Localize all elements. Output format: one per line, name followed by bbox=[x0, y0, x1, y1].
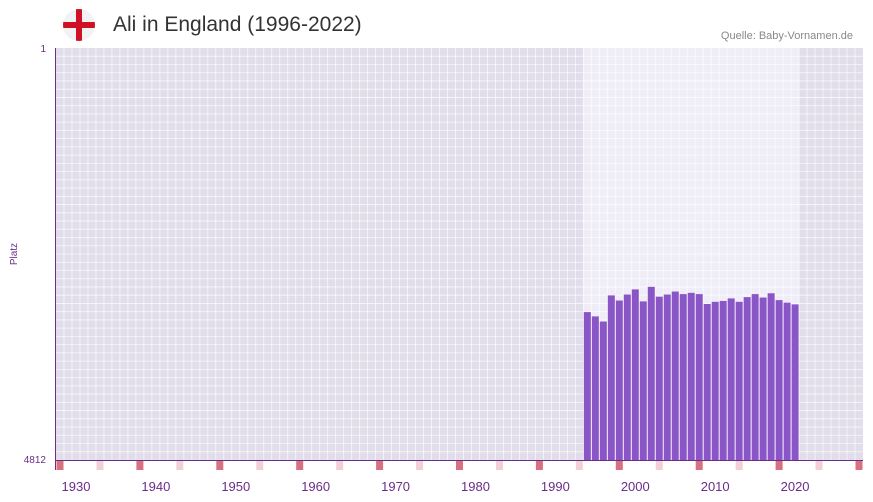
bar-2016[interactable] bbox=[759, 297, 767, 460]
bar-2018[interactable] bbox=[775, 300, 783, 460]
decade-marker-1978 bbox=[456, 461, 463, 470]
decade-marker-1948 bbox=[216, 461, 224, 470]
half-decade-marker-2003 bbox=[655, 461, 663, 470]
bar-2017[interactable] bbox=[767, 293, 775, 460]
half-decade-marker-1933 bbox=[96, 461, 104, 470]
x-tick-label-1950: 1950 bbox=[221, 479, 250, 494]
decade-marker-1958 bbox=[296, 461, 304, 470]
half-decade-marker-1983 bbox=[495, 461, 503, 470]
bar-2004[interactable] bbox=[663, 294, 671, 460]
bar-2012[interactable] bbox=[727, 298, 735, 460]
decade-marker-2028 bbox=[855, 461, 863, 470]
half-decade-marker-1963 bbox=[336, 461, 344, 470]
decade-marker-1928 bbox=[56, 461, 64, 470]
bar-2010[interactable] bbox=[711, 301, 719, 460]
england-flag-icon bbox=[63, 9, 95, 41]
bar-1997[interactable] bbox=[607, 295, 615, 460]
decade-marker-2008 bbox=[695, 461, 703, 470]
y-tick-label-1: 1 bbox=[40, 44, 46, 55]
half-decade-marker-2013 bbox=[735, 461, 743, 470]
y-tick-label-4812: 4812 bbox=[24, 455, 47, 466]
x-tick-label-1990: 1990 bbox=[541, 479, 570, 494]
half-decade-marker-2023 bbox=[815, 461, 823, 470]
bar-2006[interactable] bbox=[679, 294, 687, 460]
bar-2013[interactable] bbox=[735, 301, 743, 460]
bar-1998[interactable] bbox=[615, 300, 623, 460]
half-decade-marker-1943 bbox=[176, 461, 184, 470]
half-decade-marker-1973 bbox=[416, 461, 424, 470]
half-decade-marker-1953 bbox=[256, 461, 264, 470]
decade-marker-1988 bbox=[535, 461, 543, 470]
bar-2015[interactable] bbox=[751, 294, 759, 460]
decade-marker-1998 bbox=[615, 461, 623, 470]
chart-title: Ali in England (1996-2022) bbox=[113, 13, 362, 36]
bar-2001[interactable] bbox=[639, 301, 647, 460]
x-tick-label-1960: 1960 bbox=[301, 479, 330, 494]
x-tick-label-2010: 2010 bbox=[701, 479, 730, 494]
bar-2003[interactable] bbox=[655, 296, 663, 460]
bar-2008[interactable] bbox=[695, 294, 703, 460]
bar-1999[interactable] bbox=[623, 294, 631, 460]
x-tick-label-1980: 1980 bbox=[461, 479, 490, 494]
bar-2019[interactable] bbox=[783, 302, 791, 460]
x-tick-label-1970: 1970 bbox=[381, 479, 410, 494]
chart-header: Ali in England (1996-2022) Quelle: Baby-… bbox=[0, 0, 873, 48]
bar-2014[interactable] bbox=[743, 297, 751, 460]
bar-2000[interactable] bbox=[631, 289, 639, 460]
x-tick-label-2020: 2020 bbox=[781, 479, 810, 494]
y-axis-title: Platz bbox=[9, 243, 20, 265]
decade-marker-2018 bbox=[775, 461, 783, 470]
x-tick-label-1930: 1930 bbox=[62, 479, 91, 494]
bar-2011[interactable] bbox=[719, 300, 727, 460]
bar-2002[interactable] bbox=[647, 286, 655, 460]
bar-1996[interactable] bbox=[599, 321, 607, 460]
bar-1994[interactable] bbox=[583, 312, 591, 460]
bar-2005[interactable] bbox=[671, 291, 679, 460]
bar-2009[interactable] bbox=[703, 303, 711, 460]
source-credit: Quelle: Baby-Vornamen.de bbox=[720, 30, 853, 42]
bar-1995[interactable] bbox=[591, 316, 599, 460]
x-tick-label-1940: 1940 bbox=[141, 479, 170, 494]
bar-2020[interactable] bbox=[791, 304, 799, 460]
half-decade-marker-1993 bbox=[575, 461, 583, 470]
x-tick-label-2000: 2000 bbox=[621, 479, 650, 494]
bar-2007[interactable] bbox=[687, 292, 695, 460]
decade-marker-1938 bbox=[136, 461, 144, 470]
decade-marker-1968 bbox=[376, 461, 384, 470]
